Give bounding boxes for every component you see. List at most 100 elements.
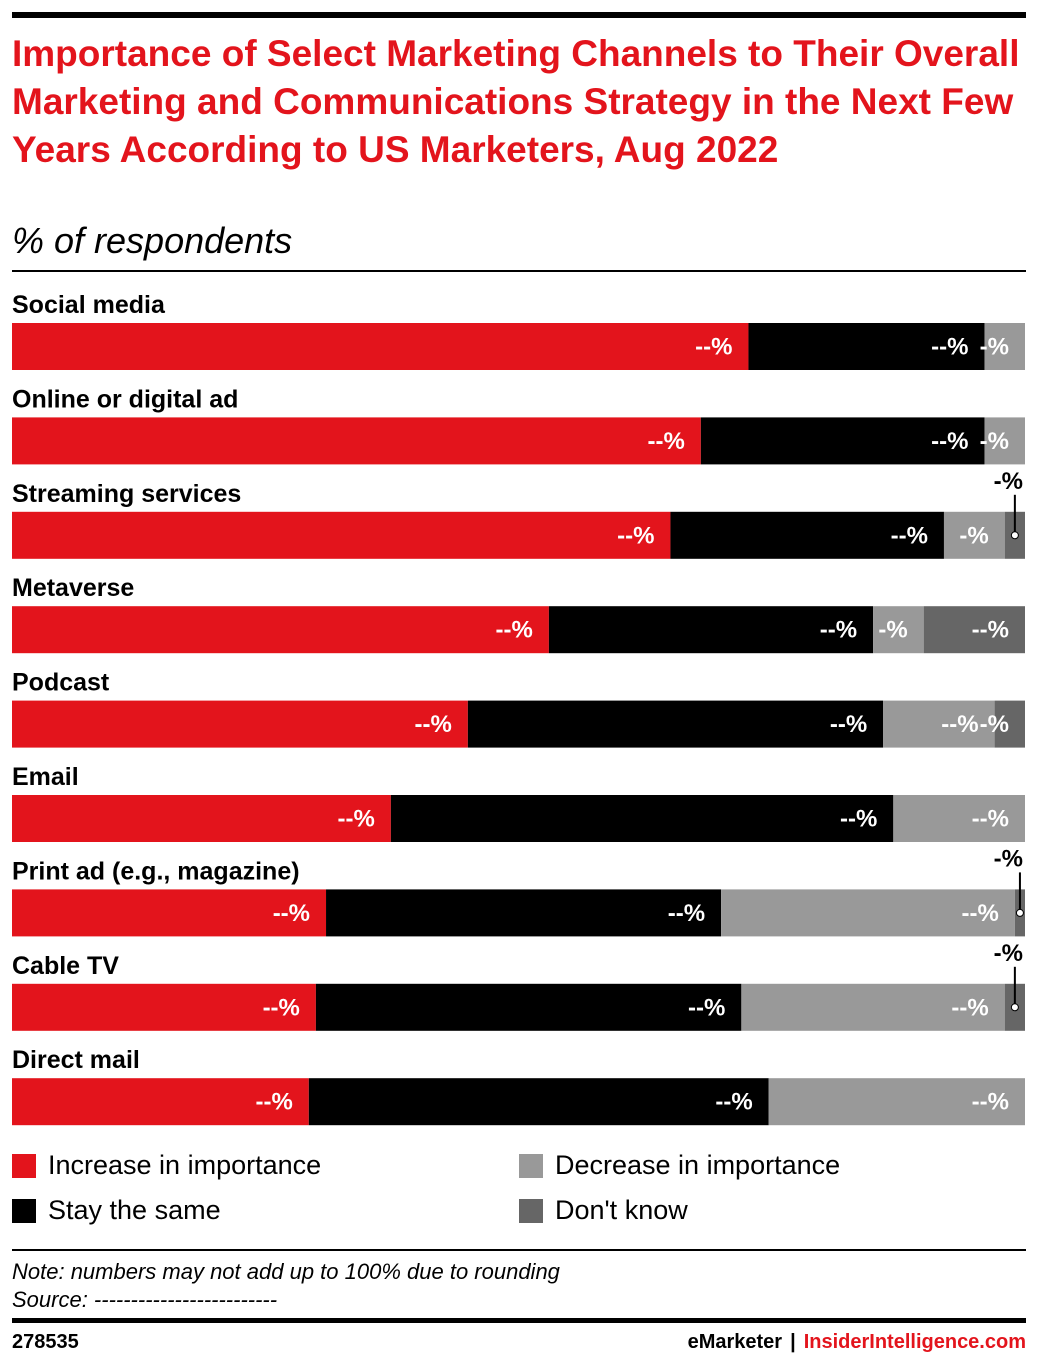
data-label-streaming-services-stay-the-same: --% (891, 522, 928, 549)
data-label-podcast-increase-in-importance: --% (415, 711, 452, 738)
legend-label-decrease: Decrease in importance (555, 1150, 841, 1180)
data-label-streaming-services-increase-in-importance: --% (617, 522, 654, 549)
leader-dot-streaming-services (1010, 531, 1019, 540)
data-label-podcast-decrease-in-importance: --% (941, 711, 978, 738)
data-label-streaming-services-decrease-in-importance: -% (959, 522, 988, 549)
bar-podcast-increase-in-importance (12, 700, 468, 748)
bar-podcast-don-t-know (994, 700, 1025, 748)
data-label-metaverse-increase-in-importance: --% (496, 617, 533, 644)
legend-label-increase: Increase in importance (48, 1150, 322, 1180)
data-label-print-ad-e-g-magazine-decrease-in-importance: --% (962, 900, 999, 927)
legend-swatch-same (12, 1198, 36, 1223)
bar-streaming-services-stay-the-same (670, 511, 944, 559)
category-label-cable-tv: Cable TV (12, 952, 119, 980)
category-label-social-media: Social media (12, 291, 166, 319)
bar-email-stay-the-same (390, 795, 894, 842)
data-label-email-stay-the-same: --% (840, 806, 877, 833)
category-label-email: Email (12, 763, 79, 791)
title-divider (12, 270, 1026, 272)
data-label-podcast-don-t-know: -% (980, 711, 1009, 738)
bar-social-media-stay-the-same (748, 323, 985, 370)
leader-dot-cable-tv (1010, 1003, 1019, 1012)
bar-podcast-stay-the-same (467, 700, 884, 748)
category-label-podcast: Podcast (12, 669, 110, 697)
bar-streaming-services-decrease-in-importance (943, 511, 1005, 559)
bar-online-or-digital-ad-decrease-in-importance (984, 417, 1025, 465)
data-label-metaverse-decrease-in-importance: -% (878, 617, 907, 644)
bar-print-ad-e-g-magazine-decrease-in-importance (721, 889, 1015, 937)
category-label-online-or-digital-ad: Online or digital ad (12, 385, 238, 413)
legend-swatch-increase (12, 1153, 36, 1178)
data-label-streaming-services-don-t-know: -% (994, 468, 1023, 495)
legend-label-same: Stay the same (48, 1195, 221, 1225)
category-label-direct-mail: Direct mail (12, 1046, 140, 1074)
footer-rule (12, 1318, 1026, 1323)
bar-social-media-decrease-in-importance (984, 323, 1025, 370)
bar-metaverse-don-t-know (923, 606, 1025, 654)
stacked-bar-chart: Social media--% --% -%Online or digital ad… (12, 291, 1025, 1126)
data-label-social-media-stay-the-same: --% (931, 334, 968, 361)
data-label-social-media-decrease-in-importance: -% (980, 334, 1009, 361)
source-text: Source: ------------------------- (12, 1287, 278, 1312)
data-label-metaverse-stay-the-same: --% (820, 617, 857, 644)
bar-online-or-digital-ad-increase-in-importance (12, 417, 701, 465)
bar-cable-tv-increase-in-importance (12, 983, 316, 1031)
bar-online-or-digital-ad-stay-the-same (700, 417, 985, 465)
brand-insider-intelligence: InsiderIntelligence.com (803, 1331, 1026, 1353)
data-label-direct-mail-increase-in-importance: --% (255, 1089, 292, 1116)
category-label-streaming-services: Streaming services (12, 480, 241, 508)
legend-swatch-dont-know (519, 1198, 543, 1223)
bar-direct-mail-stay-the-same (308, 1078, 769, 1126)
bar-email-increase-in-importance (12, 795, 391, 842)
data-label-cable-tv-don-t-know: -% (994, 940, 1023, 967)
data-label-online-or-digital-ad-increase-in-importance: --% (648, 428, 685, 455)
legend-label-dont-know: Don't know (555, 1195, 688, 1225)
footer-divider (12, 1249, 1026, 1251)
bar-metaverse-stay-the-same (548, 606, 874, 654)
bar-cable-tv-stay-the-same (315, 983, 742, 1031)
bar-streaming-services-increase-in-importance (12, 511, 671, 559)
data-label-online-or-digital-ad-stay-the-same: --% (931, 428, 968, 455)
data-label-cable-tv-increase-in-importance: --% (263, 994, 300, 1021)
bar-email-decrease-in-importance (893, 795, 1025, 842)
bar-social-media-increase-in-importance (12, 323, 749, 370)
brand-separator: | (790, 1331, 796, 1353)
chart-id: 278535 (12, 1331, 79, 1353)
note-text: Note: numbers may not add up to 100% due… (12, 1259, 560, 1284)
data-label-metaverse-don-t-know: --% (972, 617, 1009, 644)
category-label-metaverse: Metaverse (12, 574, 134, 602)
legend-item-dont-know: Don't know (519, 1195, 688, 1226)
bar-print-ad-e-g-magazine-stay-the-same (326, 889, 722, 937)
chart-title: Importance of Select Marketing Channels … (12, 33, 1020, 170)
footnote: Note: numbers may not add up to 100% due… (12, 1258, 560, 1314)
legend-item-decrease: Decrease in importance (519, 1150, 840, 1181)
data-label-cable-tv-stay-the-same: --% (688, 994, 725, 1021)
legend-swatch-decrease (519, 1153, 543, 1178)
category-label-print-ad-e-g-magazine: Print ad (e.g., magazine) (12, 857, 300, 885)
chart-subtitle: % of respondents (12, 220, 293, 261)
brand-emarketer: eMarketer (687, 1331, 783, 1353)
data-label-email-decrease-in-importance: --% (972, 806, 1009, 833)
data-label-direct-mail-stay-the-same: --% (715, 1089, 752, 1116)
bar-cable-tv-decrease-in-importance (741, 983, 1005, 1031)
data-label-email-increase-in-importance: --% (338, 806, 375, 833)
data-label-print-ad-e-g-magazine-increase-in-importance: --% (273, 900, 310, 927)
data-label-online-or-digital-ad-decrease-in-importance: -% (980, 428, 1009, 455)
data-label-podcast-stay-the-same: --% (830, 711, 867, 738)
data-label-print-ad-e-g-magazine-stay-the-same: --% (668, 900, 705, 927)
data-label-cable-tv-decrease-in-importance: --% (951, 994, 988, 1021)
bar-metaverse-increase-in-importance (12, 606, 549, 654)
data-label-print-ad-e-g-magazine-don-t-know: -% (994, 845, 1023, 872)
data-label-direct-mail-decrease-in-importance: --% (972, 1089, 1009, 1116)
legend-item-increase: Increase in importance (12, 1150, 321, 1181)
data-label-social-media-increase-in-importance: --% (695, 334, 732, 361)
top-rule (12, 12, 1026, 18)
brand-footer: eMarketer | InsiderIntelligence.com (688, 1331, 1026, 1354)
leader-dot-print-ad-e-g-magazine (1015, 908, 1024, 917)
bar-podcast-decrease-in-importance (883, 700, 995, 748)
legend-item-same: Stay the same (12, 1195, 221, 1226)
bar-direct-mail-decrease-in-importance (768, 1078, 1025, 1126)
bar-print-ad-e-g-magazine-increase-in-importance (12, 889, 327, 937)
bar-direct-mail-increase-in-importance (12, 1078, 309, 1126)
bar-metaverse-decrease-in-importance (873, 606, 924, 654)
